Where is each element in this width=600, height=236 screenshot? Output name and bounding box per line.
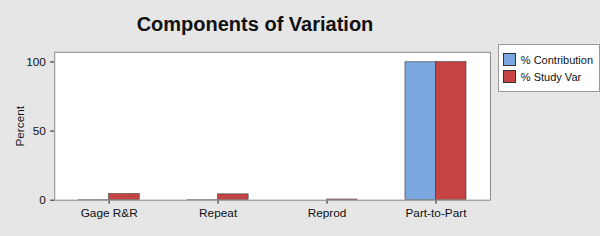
html-text:% Contribution: % Contribution: [520, 53, 593, 66]
svg-text:Gage R&R: Gage R&R: [81, 206, 138, 220]
svg-text:50: 50: [33, 124, 47, 138]
html-text:% Study Var: % Study Var: [520, 70, 582, 83]
svg-text:Reprod: Reprod: [308, 206, 347, 220]
svg-text:Percent: Percent: [13, 105, 27, 146]
svg-text:Repeat: Repeat: [199, 206, 238, 220]
html-text:Components of Variation: Components of Variation: [136, 13, 374, 35]
svg-text:Part-to-Part: Part-to-Part: [405, 206, 467, 220]
svg-text:0: 0: [39, 193, 46, 207]
svg-text:100: 100: [26, 55, 46, 69]
